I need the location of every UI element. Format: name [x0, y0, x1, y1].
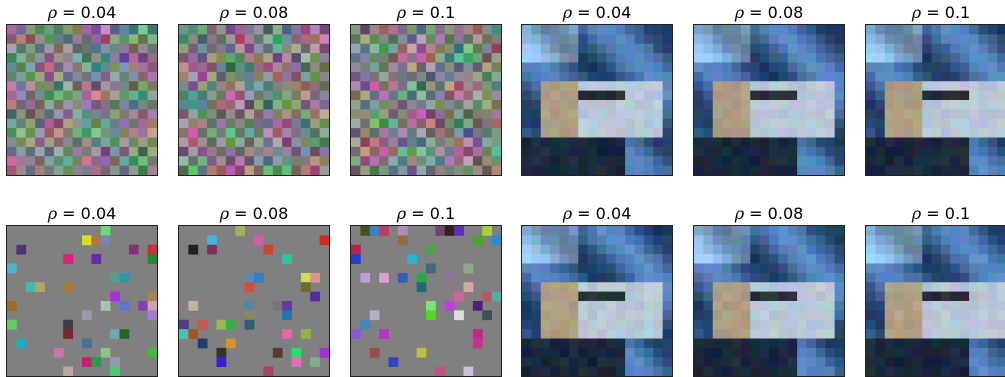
- adversarial-car-image: [865, 24, 1005, 176]
- equals-sign: =: [572, 204, 596, 223]
- rho-symbol: ρ: [562, 204, 573, 223]
- equals-sign: =: [406, 3, 430, 22]
- rho-value: 0.08: [252, 3, 289, 22]
- rho-symbol: ρ: [219, 3, 230, 22]
- panel-title: ρ = 0.1: [350, 205, 502, 223]
- rho-symbol: ρ: [219, 204, 230, 223]
- panel-title: ρ = 0.1: [865, 4, 1005, 22]
- rho-symbol: ρ: [911, 3, 922, 22]
- perturbation-image: [6, 225, 158, 377]
- rho-value: 0.04: [80, 3, 117, 22]
- pixel-grid: [694, 25, 844, 175]
- pixel-grid: [694, 226, 844, 376]
- pixel-grid: [522, 25, 672, 175]
- adversarial-car-image: [865, 225, 1005, 377]
- equals-sign: =: [744, 3, 768, 22]
- rho-symbol: ρ: [396, 3, 407, 22]
- equals-sign: =: [921, 204, 945, 223]
- equals-sign: =: [57, 3, 81, 22]
- adversarial-car-image: [521, 24, 673, 176]
- rho-symbol: ρ: [396, 204, 407, 223]
- adversarial-car-image: [521, 225, 673, 377]
- panel-title: ρ = 0.08: [693, 205, 845, 223]
- rho-value: 0.04: [595, 3, 632, 22]
- equals-sign: =: [572, 3, 596, 22]
- rho-symbol: ρ: [562, 3, 573, 22]
- adversarial-car-image: [693, 24, 845, 176]
- pixel-grid: [7, 226, 157, 376]
- panel-title: ρ = 0.04: [6, 205, 158, 223]
- panel-title: ρ = 0.1: [865, 205, 1005, 223]
- panel-title: ρ = 0.1: [350, 4, 502, 22]
- rho-value: 0.08: [767, 3, 804, 22]
- panel-title: ρ = 0.04: [6, 4, 158, 22]
- equals-sign: =: [921, 3, 945, 22]
- rho-symbol: ρ: [47, 204, 58, 223]
- rho-value: 0.04: [80, 204, 117, 223]
- perturbation-image: [350, 225, 502, 377]
- perturbation-image: [350, 24, 502, 176]
- perturbation-image: [6, 24, 158, 176]
- adversarial-car-image: [693, 225, 845, 377]
- rho-symbol: ρ: [47, 3, 58, 22]
- rho-value: 0.08: [767, 204, 804, 223]
- rho-value: 0.1: [429, 204, 456, 223]
- pixel-grid: [179, 25, 329, 175]
- equals-sign: =: [229, 3, 253, 22]
- panel-title: ρ = 0.08: [693, 4, 845, 22]
- pixel-grid: [351, 25, 501, 175]
- equals-sign: =: [406, 204, 430, 223]
- rho-value: 0.08: [252, 204, 289, 223]
- pixel-grid: [866, 226, 1005, 376]
- pixel-grid: [866, 25, 1005, 175]
- pixel-grid: [7, 25, 157, 175]
- rho-symbol: ρ: [911, 204, 922, 223]
- perturbation-image: [178, 225, 330, 377]
- pixel-grid: [351, 226, 501, 376]
- rho-value: 0.04: [595, 204, 632, 223]
- rho-value: 0.1: [429, 3, 456, 22]
- panel-title: ρ = 0.08: [178, 205, 330, 223]
- equals-sign: =: [229, 204, 253, 223]
- rho-symbol: ρ: [734, 204, 745, 223]
- equals-sign: =: [57, 204, 81, 223]
- rho-value: 0.1: [944, 3, 971, 22]
- rho-value: 0.1: [944, 204, 971, 223]
- pixel-grid: [179, 226, 329, 376]
- perturbation-image: [178, 24, 330, 176]
- pixel-grid: [522, 226, 672, 376]
- panel-title: ρ = 0.04: [521, 205, 673, 223]
- panel-title: ρ = 0.04: [521, 4, 673, 22]
- panel-title: ρ = 0.08: [178, 4, 330, 22]
- equals-sign: =: [744, 204, 768, 223]
- rho-symbol: ρ: [734, 3, 745, 22]
